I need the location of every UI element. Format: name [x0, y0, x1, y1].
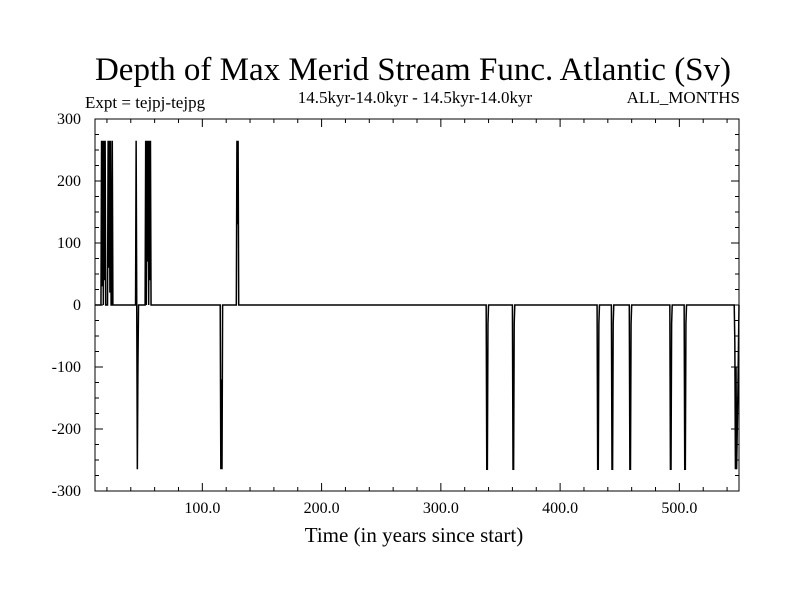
- x-tick-label: 100.0: [184, 500, 220, 517]
- y-tick-label: 100: [57, 235, 81, 252]
- series-line: [95, 140, 740, 471]
- subtitle-months: ALL_MONTHS: [627, 88, 740, 107]
- subtitle-period: 14.5kyr-14.0kyr - 14.5kyr-14.0kyr: [298, 88, 533, 107]
- x-tick-label: 400.0: [542, 500, 578, 517]
- y-tick-label: 300: [57, 111, 81, 128]
- y-tick-label: -200: [52, 421, 81, 438]
- y-tick-label: -300: [52, 483, 81, 500]
- y-tick-label: 200: [57, 173, 81, 190]
- tick-labels-layer: 100.0 200.0 300.0 400.0 500.0 -300 -200 -100 0 10…: [52, 111, 698, 517]
- x-tick-label: 300.0: [423, 500, 459, 517]
- plot-frame: [94, 118, 740, 492]
- y-tick-label: -100: [52, 359, 81, 376]
- chart-title: Depth of Max Merid Stream Func. Atlantic…: [95, 52, 731, 88]
- x-tick-label: 500.0: [661, 500, 697, 517]
- series-layer: [95, 140, 740, 471]
- y-tick-label: 0: [73, 297, 81, 314]
- x-tick-label: 200.0: [304, 500, 340, 517]
- x-axis-label: Time (in years since start): [305, 523, 524, 547]
- subtitle-experiment: Expt = tejpj-tejpg: [85, 93, 206, 112]
